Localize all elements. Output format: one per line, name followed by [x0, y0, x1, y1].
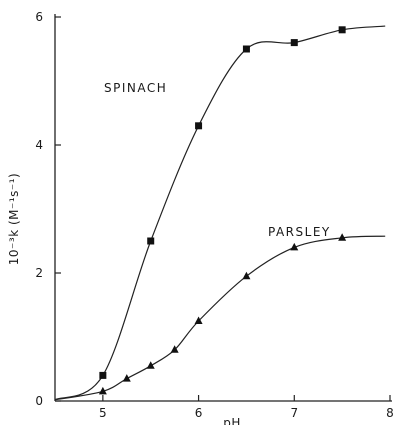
- x-tick-label: 7: [290, 406, 298, 420]
- fit-curve-parsley: [54, 235, 386, 401]
- data-point-spinach: [290, 39, 298, 47]
- x-tick-label: 5: [99, 406, 107, 420]
- y-tick-label: 6: [35, 10, 43, 24]
- data-point-parsley: [194, 316, 203, 324]
- data-markers: [98, 26, 347, 395]
- y-tick-label: 0: [35, 394, 43, 408]
- data-point-parsley: [338, 233, 347, 241]
- fit-curve-spinach: [54, 25, 386, 401]
- fitted-curves: [54, 25, 386, 401]
- x-tick-label: 8: [386, 406, 394, 420]
- data-point-spinach: [195, 122, 203, 130]
- x-axis-title: pH: [223, 416, 241, 425]
- x-tick-label: 6: [195, 406, 203, 420]
- series-label-spinach: SPINACH: [104, 81, 167, 95]
- data-point-parsley: [290, 242, 299, 251]
- ticks: 5 6 7 8 0 2 4 6: [35, 10, 393, 420]
- axes: [54, 14, 392, 402]
- data-point-spinach: [99, 371, 107, 379]
- data-point-parsley: [242, 271, 251, 280]
- data-point-parsley: [98, 386, 107, 395]
- data-point-parsley: [146, 361, 155, 369]
- series-label-parsley: PARSLEY: [268, 225, 331, 239]
- y-axis-title: 10⁻³k (M⁻¹s⁻¹): [7, 173, 21, 265]
- data-point-spinach: [338, 26, 346, 34]
- y-tick-label: 2: [35, 266, 43, 280]
- data-point-parsley: [170, 345, 179, 353]
- data-point-spinach: [242, 45, 250, 53]
- y-tick-label: 4: [35, 138, 43, 152]
- data-point-spinach: [147, 237, 155, 245]
- data-point-parsley: [122, 374, 131, 382]
